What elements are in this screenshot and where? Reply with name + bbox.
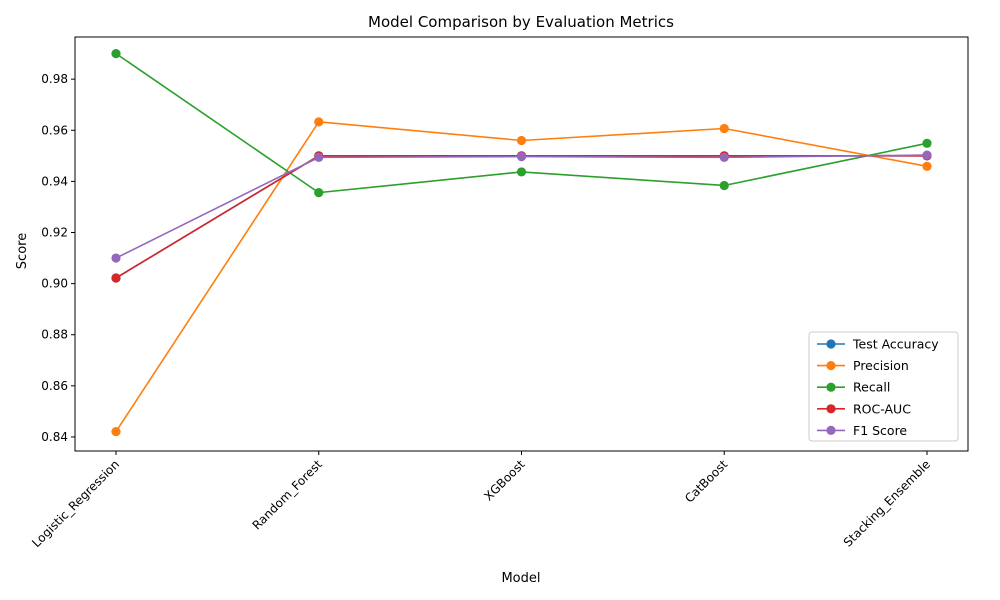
data-point [922, 161, 932, 171]
y-tick-label: 0.84 [41, 430, 68, 444]
legend-marker [826, 361, 836, 371]
legend-label: F1 Score [853, 423, 907, 438]
series-f1-score [111, 150, 932, 263]
data-point [111, 253, 121, 263]
legend-marker [826, 339, 836, 349]
x-tick-label: Random_Forest [250, 457, 326, 533]
data-point [719, 152, 729, 162]
data-point [719, 123, 729, 134]
legend-marker [826, 382, 836, 392]
y-tick-label: 0.92 [41, 226, 68, 240]
data-point [516, 167, 527, 177]
legend-item: Recall [817, 380, 890, 395]
y-tick-label: 0.96 [41, 123, 68, 137]
series-precision [111, 117, 932, 437]
legend-label: Precision [853, 358, 909, 373]
plot-area [111, 49, 932, 437]
data-point [111, 426, 121, 437]
y-tick-label: 0.86 [41, 379, 68, 393]
legend-label: ROC-AUC [853, 401, 911, 416]
y-tick-label: 0.88 [41, 328, 68, 342]
legend-box [808, 331, 959, 442]
y-tick-label: 0.94 [41, 174, 68, 188]
data-point [922, 138, 932, 148]
data-point [922, 150, 932, 160]
data-point [111, 49, 121, 59]
legend: Test Accuracy Precision Recall ROC-AUC F1 Sc… [808, 331, 959, 442]
data-point [314, 152, 324, 162]
data-point [314, 117, 324, 127]
data-point [111, 273, 121, 283]
data-point [314, 188, 324, 198]
legend-item: ROC-AUC [817, 401, 911, 416]
y-tick-label: 0.98 [41, 72, 68, 86]
x-tick-label: Logistic_Regression [29, 457, 122, 550]
series-recall [111, 49, 932, 198]
data-point [516, 135, 527, 146]
y-tick-label: 0.90 [41, 277, 68, 291]
x-tick-label: CatBoost [682, 457, 731, 506]
legend-marker [826, 404, 836, 414]
y-axis-label: Score [15, 233, 30, 269]
axes: 0.84 0.86 0.88 0.90 0.92 0.94 0.96 0.98 Logistic… [29, 36, 969, 550]
legend-item: Test Accuracy [817, 337, 939, 352]
x-tick-label: XGBoost [481, 457, 527, 503]
legend-marker [826, 425, 836, 435]
legend-label: Test Accuracy [852, 337, 939, 352]
legend-item: F1 Score [817, 423, 907, 438]
legend-label: Recall [853, 380, 890, 395]
legend-item: Precision [817, 358, 909, 373]
data-point [719, 180, 729, 191]
chart-title: Model Comparison by Evaluation Metrics [368, 13, 674, 31]
data-point [516, 152, 527, 162]
x-tick-label: Stacking_Ensemble [841, 457, 933, 549]
x-axis-label: Model [501, 571, 540, 586]
